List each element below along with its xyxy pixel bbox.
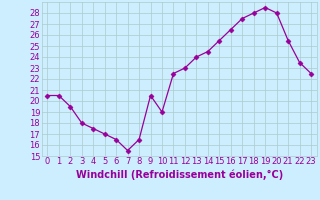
X-axis label: Windchill (Refroidissement éolien,°C): Windchill (Refroidissement éolien,°C) [76, 169, 283, 180]
